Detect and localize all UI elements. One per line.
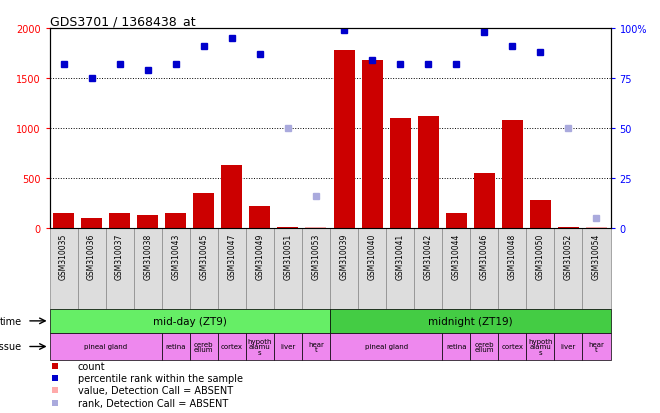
Bar — [442, 333, 470, 360]
Bar — [586, 228, 607, 229]
Bar — [470, 333, 498, 360]
Text: cereb
ellum: cereb ellum — [475, 341, 494, 352]
Bar — [137, 216, 158, 229]
Bar — [50, 333, 162, 360]
Text: mid-day (ZT9): mid-day (ZT9) — [153, 316, 226, 326]
Text: count: count — [78, 361, 105, 371]
Bar — [498, 333, 527, 360]
Text: GSM310045: GSM310045 — [199, 233, 209, 279]
Bar — [527, 333, 554, 360]
Bar — [81, 219, 102, 229]
Bar — [190, 229, 218, 309]
Bar — [358, 229, 386, 309]
Text: retina: retina — [446, 344, 467, 350]
Bar — [554, 229, 582, 309]
Text: GSM310051: GSM310051 — [283, 233, 292, 279]
Text: GSM310043: GSM310043 — [171, 233, 180, 279]
Bar — [162, 229, 190, 309]
Bar — [530, 201, 551, 229]
Text: hear
t: hear t — [308, 341, 324, 352]
Bar — [302, 229, 330, 309]
Bar — [109, 214, 130, 229]
Text: pineal gland: pineal gland — [84, 344, 127, 350]
Text: GSM310037: GSM310037 — [115, 233, 124, 279]
Text: GSM310052: GSM310052 — [564, 233, 573, 279]
Bar — [442, 229, 470, 309]
Bar — [558, 228, 579, 229]
Text: cortex: cortex — [502, 344, 523, 350]
Text: GSM310040: GSM310040 — [368, 233, 377, 279]
Bar — [249, 207, 271, 229]
Bar — [53, 214, 74, 229]
Bar — [50, 309, 330, 333]
Bar — [50, 229, 78, 309]
Bar — [218, 333, 246, 360]
Text: GSM310042: GSM310042 — [424, 233, 433, 279]
Bar — [583, 333, 610, 360]
Text: GSM310049: GSM310049 — [255, 233, 265, 279]
Text: GSM310050: GSM310050 — [536, 233, 545, 279]
Text: GSM310039: GSM310039 — [339, 233, 348, 279]
Text: midnight (ZT19): midnight (ZT19) — [428, 316, 513, 326]
Text: GSM310041: GSM310041 — [395, 233, 405, 279]
Bar — [78, 229, 106, 309]
Bar — [165, 214, 186, 229]
Text: GSM310036: GSM310036 — [87, 233, 96, 279]
Bar — [218, 229, 246, 309]
Bar — [274, 229, 302, 309]
Bar — [330, 333, 442, 360]
Text: hypoth
alamu
s: hypoth alamu s — [248, 338, 272, 355]
Bar — [246, 333, 274, 360]
Bar — [470, 229, 498, 309]
Text: time: time — [0, 316, 21, 326]
Text: GSM310046: GSM310046 — [480, 233, 489, 279]
Bar — [414, 229, 442, 309]
Text: value, Detection Call = ABSENT: value, Detection Call = ABSENT — [78, 385, 233, 395]
Bar — [498, 229, 527, 309]
Bar — [277, 228, 298, 229]
Bar — [274, 333, 302, 360]
Bar — [386, 229, 414, 309]
Bar — [333, 51, 354, 229]
Text: GSM310054: GSM310054 — [592, 233, 601, 279]
Text: liver: liver — [561, 344, 576, 350]
Bar — [330, 309, 610, 333]
Bar — [106, 229, 133, 309]
Bar — [330, 229, 358, 309]
Bar — [389, 119, 411, 229]
Text: pineal gland: pineal gland — [364, 344, 408, 350]
Text: cereb
ellum: cereb ellum — [194, 341, 214, 352]
Text: GSM310044: GSM310044 — [451, 233, 461, 279]
Bar — [418, 117, 439, 229]
Bar — [474, 174, 495, 229]
Text: GSM310053: GSM310053 — [312, 233, 321, 279]
Bar — [162, 333, 190, 360]
Text: cortex: cortex — [221, 344, 243, 350]
Bar — [554, 333, 582, 360]
Text: GSM310048: GSM310048 — [508, 233, 517, 279]
Text: rank, Detection Call = ABSENT: rank, Detection Call = ABSENT — [78, 398, 228, 408]
Bar — [190, 333, 218, 360]
Bar — [193, 194, 214, 229]
Bar — [362, 61, 383, 229]
Text: GSM310047: GSM310047 — [227, 233, 236, 279]
Bar — [306, 228, 327, 229]
Text: retina: retina — [166, 344, 186, 350]
Text: tissue: tissue — [0, 342, 21, 351]
Bar — [502, 121, 523, 229]
Text: GSM310035: GSM310035 — [59, 233, 68, 279]
Text: GDS3701 / 1368438_at: GDS3701 / 1368438_at — [50, 15, 195, 28]
Text: hear
t: hear t — [589, 341, 605, 352]
Text: percentile rank within the sample: percentile rank within the sample — [78, 374, 243, 384]
Bar — [133, 229, 162, 309]
Bar — [446, 214, 467, 229]
Bar — [583, 229, 610, 309]
Bar — [246, 229, 274, 309]
Text: GSM310038: GSM310038 — [143, 233, 152, 279]
Text: hypoth
alamu
s: hypoth alamu s — [528, 338, 552, 355]
Bar — [527, 229, 554, 309]
Bar — [302, 333, 330, 360]
Bar — [221, 166, 242, 229]
Text: liver: liver — [280, 344, 296, 350]
